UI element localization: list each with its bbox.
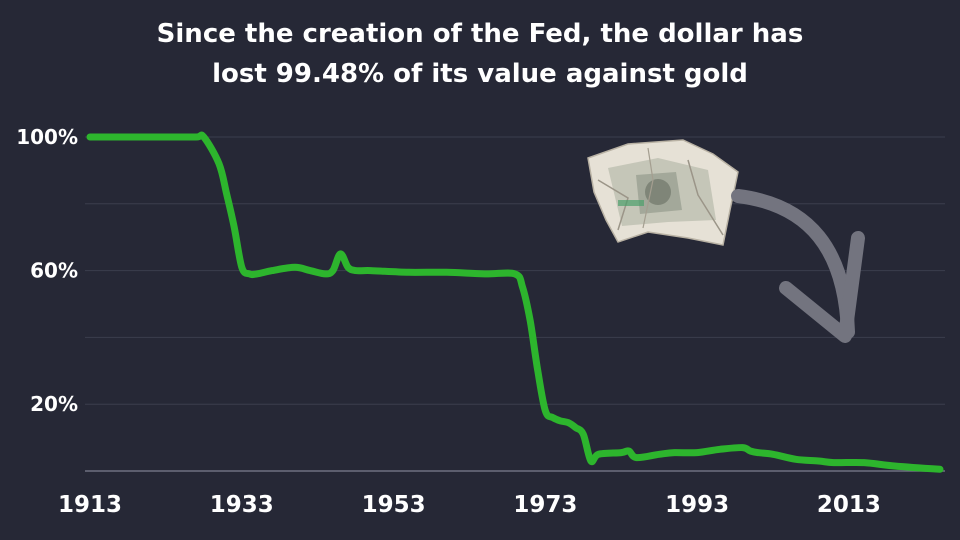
chart-title-line-2: lost 99.48% of its value against gold xyxy=(212,59,748,89)
x-tick-label: 1993 xyxy=(665,492,729,518)
x-tick-label: 1913 xyxy=(58,492,122,518)
x-tick-label: 2013 xyxy=(817,492,881,518)
x-tick-label: 1933 xyxy=(210,492,274,518)
y-tick-label: 100% xyxy=(16,125,78,149)
x-tick-label: 1973 xyxy=(513,492,577,518)
y-axis-ticks: 100% 60% 20% xyxy=(16,125,78,416)
y-tick-label: 20% xyxy=(30,392,78,416)
series-line-dollar-value xyxy=(86,131,944,473)
y-tick-label: 60% xyxy=(30,259,78,283)
curved-arrow-icon xyxy=(731,189,865,343)
x-tick-label: 1953 xyxy=(362,492,426,518)
crumpled-dollar-icon xyxy=(587,139,739,246)
chart-title-line-1: Since the creation of the Fed, the dolla… xyxy=(157,19,804,49)
x-axis-ticks: 1913 1933 1953 1973 1993 2013 xyxy=(58,492,881,518)
